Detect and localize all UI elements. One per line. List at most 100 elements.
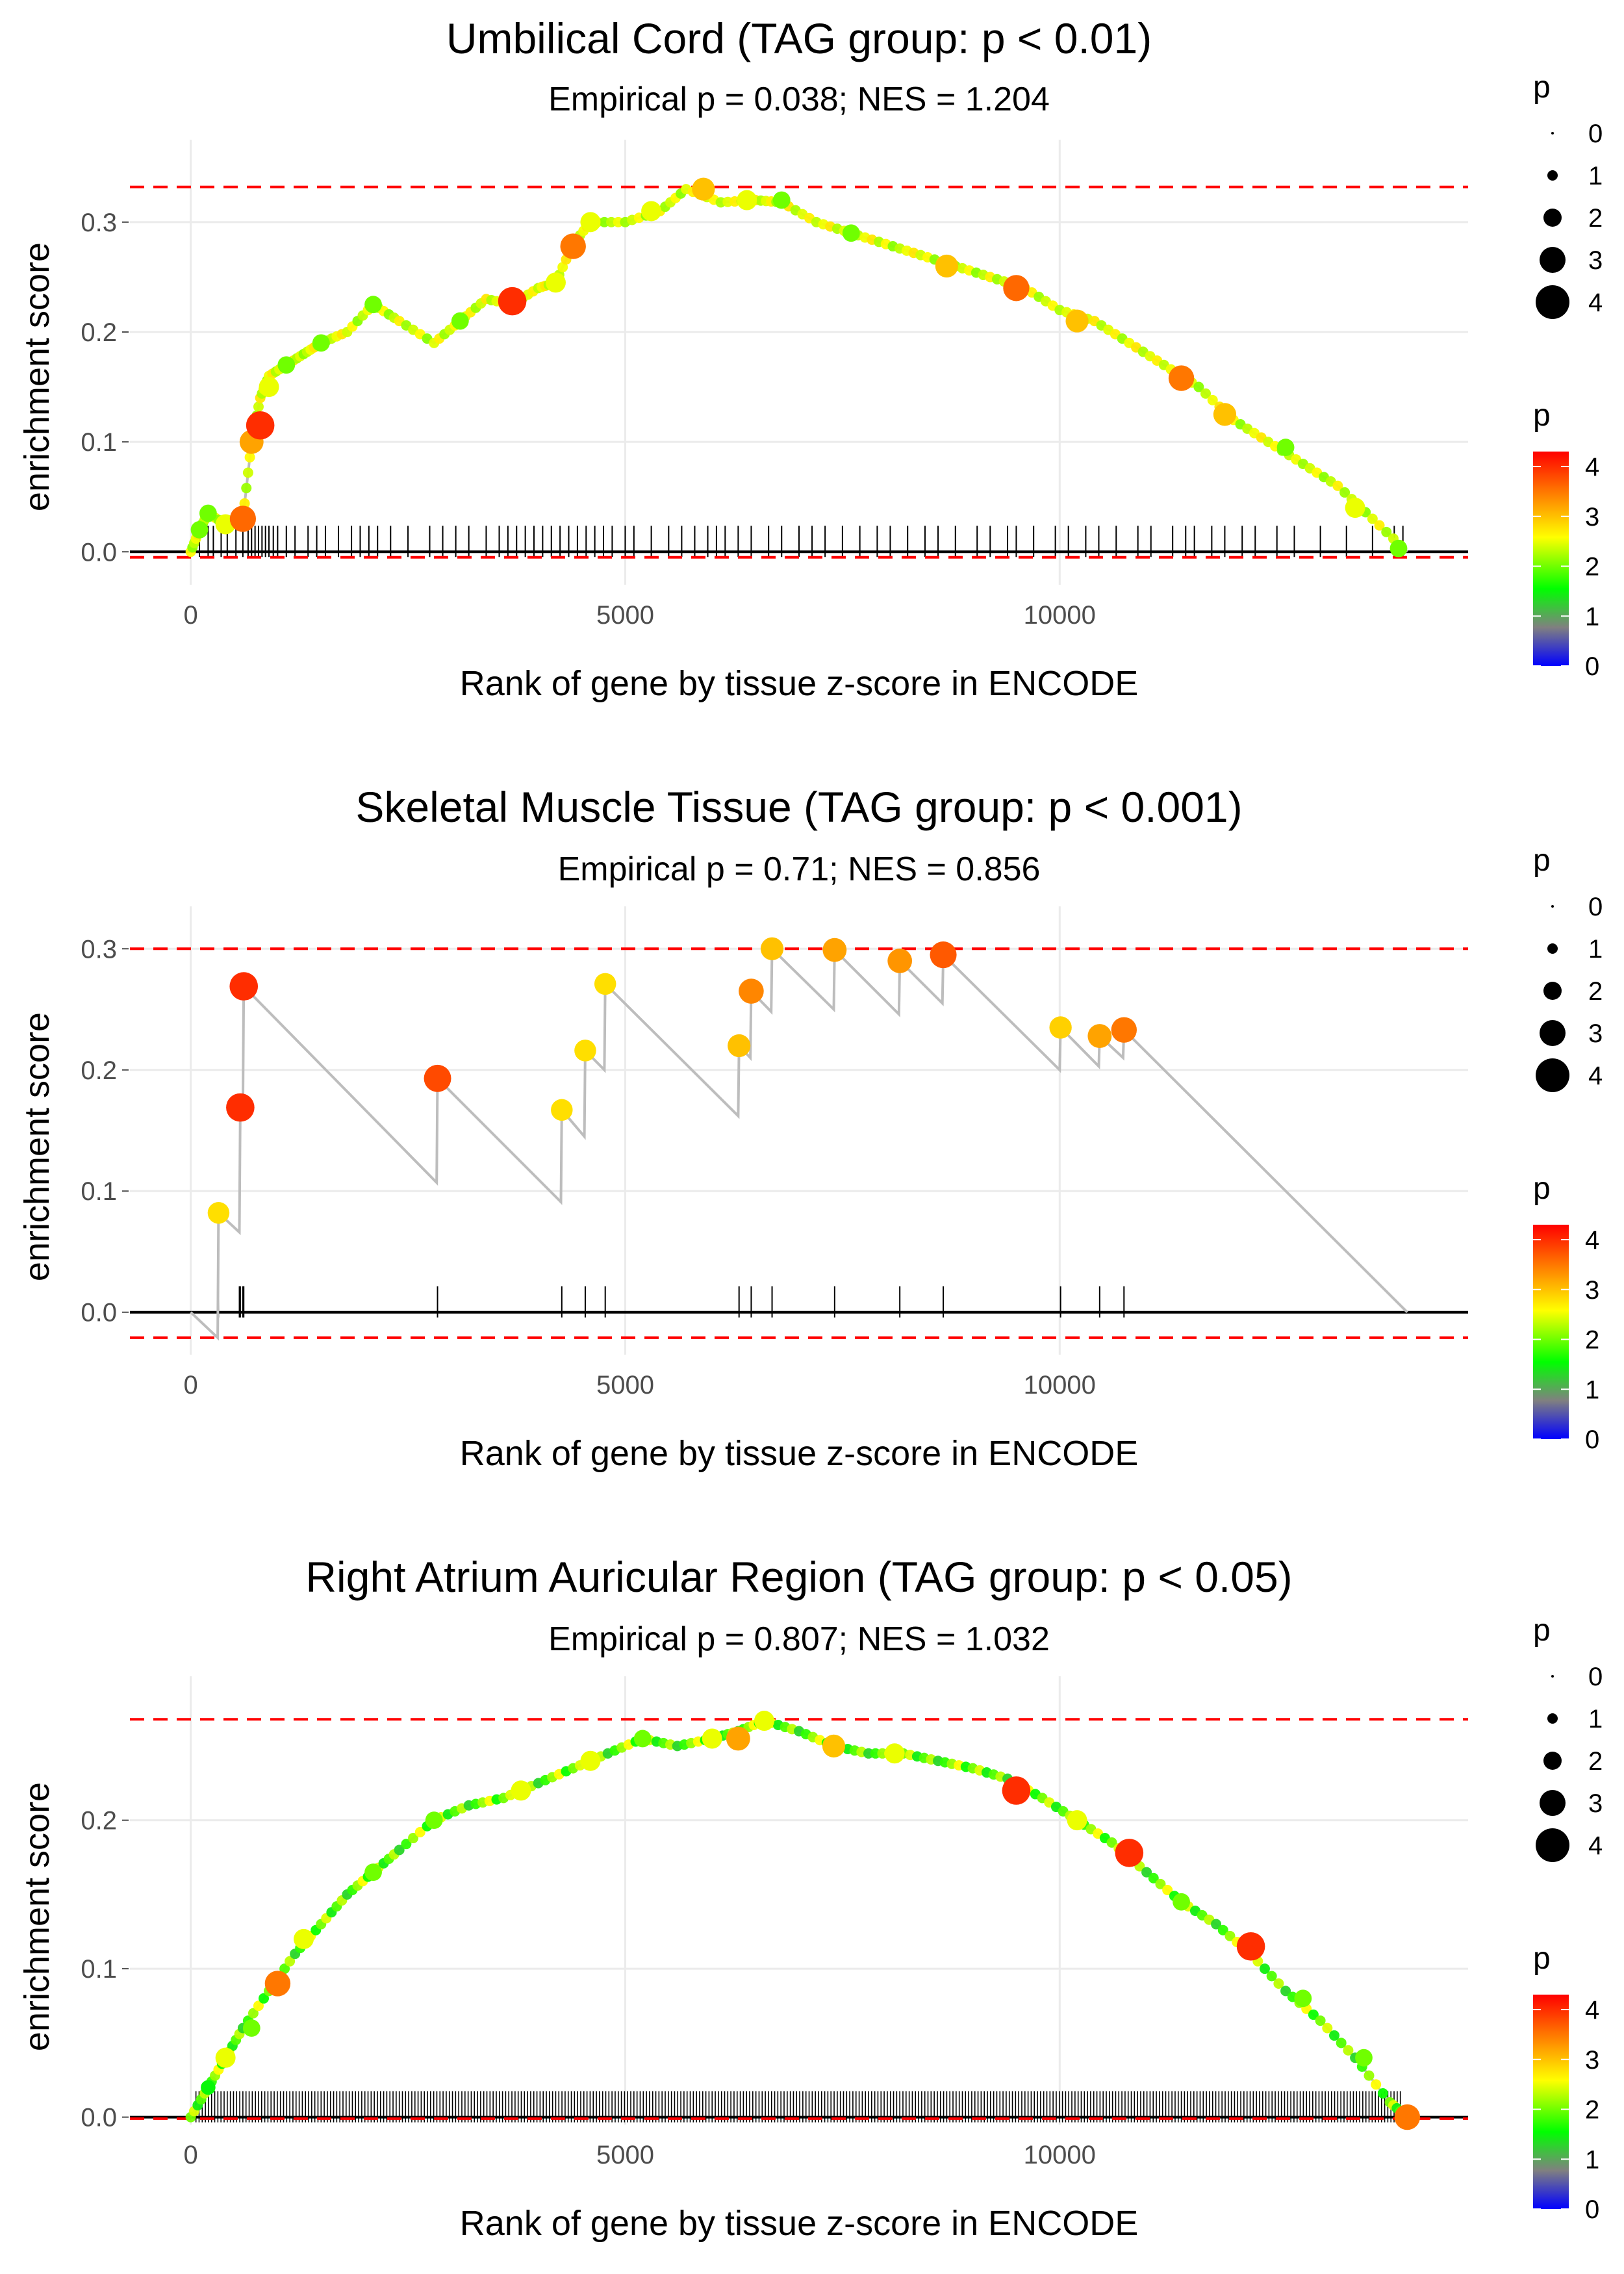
gene-point: [498, 287, 527, 316]
gene-point: [935, 254, 959, 278]
gene-point: [207, 1202, 230, 1224]
gene-point: [754, 1711, 774, 1731]
legend-color-label: 1: [1585, 602, 1599, 631]
y-tick-label: 0.3: [81, 209, 117, 237]
gene-point: [772, 191, 791, 209]
plot-area: 0 5000 10000 0.0 0.1 0.2 0.3: [81, 140, 1468, 630]
legend-color-label: 3: [1585, 1276, 1599, 1305]
legend-size-label: 1: [1588, 1705, 1603, 1733]
legend-color-label: 3: [1585, 2046, 1599, 2075]
y-axis-label: enrichment score: [18, 1012, 57, 1281]
gene-point: [425, 1811, 443, 1830]
gene-point: [930, 941, 957, 969]
legend-size-key: [1536, 1828, 1569, 1862]
x-axis-label: Rank of gene by tissue z-score in ENCODE: [460, 2204, 1138, 2243]
gene-point: [1111, 1017, 1137, 1043]
gene-point: [1168, 365, 1195, 391]
panel-subtitle: Empirical p = 0.038; NES = 1.204: [548, 81, 1050, 118]
legend-size-key: [1543, 982, 1562, 1000]
legend-color-label: 2: [1585, 1326, 1599, 1355]
legend-colorbar: [1533, 1995, 1569, 2209]
y-tick-label: 0.2: [81, 1056, 117, 1085]
gene-point: [1106, 1837, 1117, 1848]
gene-point: [1315, 2015, 1326, 2026]
gene-point: [364, 1863, 382, 1881]
legend-size-label: 4: [1588, 1062, 1603, 1090]
legend-color-label: 0: [1585, 2195, 1599, 2224]
legend-size-key: [1551, 132, 1554, 134]
gene-point: [1308, 2009, 1319, 2020]
y-tick-label: 0.3: [81, 935, 117, 964]
size-legend: p 0 1 2 3 4: [1533, 70, 1603, 319]
color-legend: p 4 3 2 1 0: [1533, 1941, 1599, 2224]
gene-point: [1371, 2079, 1382, 2090]
gene-point: [1273, 1978, 1284, 1989]
gene-point: [1173, 1893, 1190, 1911]
gene-point: [253, 402, 264, 412]
gene-point: [760, 937, 784, 960]
gene-point: [545, 272, 566, 293]
gene-point: [451, 312, 469, 330]
gene-point: [1115, 1839, 1144, 1867]
x-tick-label: 5000: [596, 601, 654, 630]
enrichment-curve: [189, 187, 1408, 553]
panel-title: Right Atrium Auricular Region (TAG group…: [305, 1553, 1292, 1601]
gene-point: [1259, 1963, 1270, 1974]
size-legend: p 0 1 2 3 4: [1533, 843, 1603, 1092]
y-tick-label: 0.0: [81, 538, 117, 567]
legend-title: p: [1533, 1171, 1551, 1206]
gene-point: [294, 1928, 314, 1949]
gene-point: [884, 1743, 905, 1764]
gene-point: [580, 212, 601, 233]
y-tick-label: 0.2: [81, 1807, 117, 1835]
enrichment-curve: [190, 945, 1408, 1341]
legend-color-label: 2: [1585, 553, 1599, 581]
gene-point: [574, 1040, 596, 1062]
gene-point: [1065, 309, 1089, 333]
gene-point: [1332, 480, 1343, 491]
legend-colorbar: [1533, 452, 1569, 666]
enrichment-curve: [189, 1719, 1408, 2119]
legend-size-label: 4: [1588, 1832, 1603, 1860]
size-legend: p 0 1 2 3 4: [1533, 1613, 1603, 1862]
legend-title: p: [1533, 1941, 1551, 1976]
gene-point: [1141, 1867, 1152, 1878]
plot-area: 0 5000 10000 0.0 0.1 0.2: [81, 1676, 1468, 2169]
gene-point: [414, 1826, 425, 1837]
gene-point: [242, 2019, 260, 2037]
legend-color-label: 1: [1585, 1375, 1599, 1404]
gene-point: [1003, 275, 1030, 301]
x-tick-label: 0: [184, 2141, 198, 2169]
gene-point: [1394, 2104, 1421, 2130]
gene-point: [739, 978, 764, 1004]
gene-point: [822, 938, 847, 962]
legend-size-label: 0: [1588, 1663, 1603, 1691]
gene-point: [1355, 2049, 1373, 2067]
gene-point: [277, 356, 296, 374]
panel-subtitle: Empirical p = 0.71; NES = 0.856: [558, 850, 1041, 888]
legend-size-key: [1540, 247, 1566, 273]
gene-point: [244, 452, 255, 463]
gene-point: [511, 1780, 531, 1801]
legend-color-label: 0: [1585, 1425, 1599, 1454]
gene-point: [1236, 1932, 1265, 1961]
y-tick-label: 0.0: [81, 2104, 117, 2132]
gene-point: [551, 1099, 573, 1121]
legend-color-label: 4: [1585, 1996, 1599, 2025]
legend-color-label: 1: [1585, 2145, 1599, 2174]
gene-point: [364, 296, 382, 314]
gene-point: [1322, 2023, 1333, 2034]
legend-size-label: 2: [1588, 204, 1603, 233]
y-axis-label: enrichment score: [18, 242, 57, 511]
legend-size-label: 0: [1588, 120, 1603, 148]
gene-point: [1367, 513, 1378, 524]
gene-point: [887, 949, 913, 973]
gene-point: [229, 972, 259, 1001]
gene-point: [1162, 1885, 1173, 1896]
gene-point: [1329, 2030, 1339, 2041]
gene-point: [201, 2080, 216, 2095]
gene-point: [190, 521, 209, 539]
legend-color-label: 3: [1585, 503, 1599, 531]
legend-size-key: [1536, 285, 1569, 319]
legend-size-label: 3: [1588, 1789, 1603, 1818]
